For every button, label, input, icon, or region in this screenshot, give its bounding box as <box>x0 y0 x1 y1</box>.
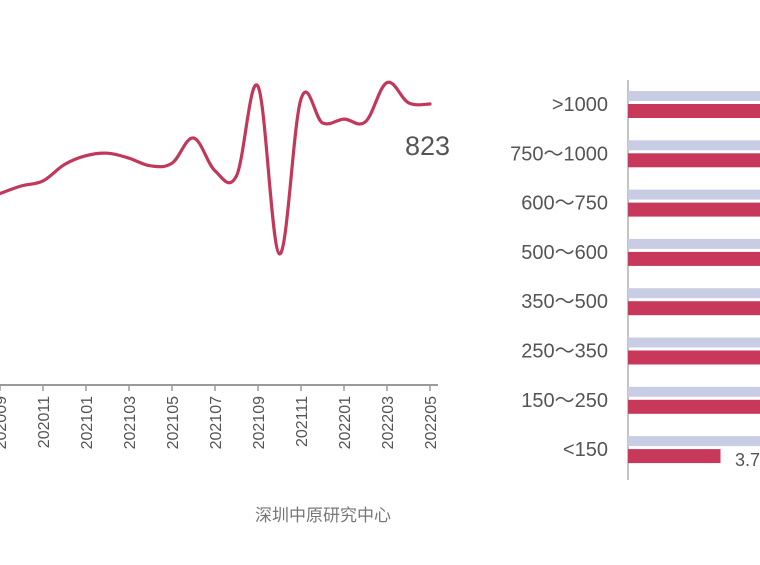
bar-light <box>628 91 760 101</box>
bar-category-label: 750～1000 <box>510 143 608 165</box>
bar-light <box>628 436 760 447</box>
line-x-tick-label: 202105 <box>165 396 182 449</box>
bar-dark <box>628 301 760 316</box>
bar-dark <box>628 104 760 118</box>
bar-data-label: 3.7 <box>735 450 760 470</box>
bar-light <box>628 386 760 397</box>
bar-dark <box>628 399 760 414</box>
line-chart: 202009 202011 202101 202103 202105 202107 2021… <box>0 80 450 526</box>
bar-dark <box>628 251 760 266</box>
line-series <box>0 80 432 256</box>
bar-light <box>628 238 760 249</box>
source-note: 深圳中原研究中心 <box>255 506 391 526</box>
bar-category-label: 250～350 <box>521 341 608 363</box>
bar-category-label: <150 <box>563 439 608 461</box>
bar-category-labels: >1000 750～1000 600～750 500～600 350～500 250～35… <box>510 94 608 461</box>
bar-chart: >1000 750～1000 600～750 500～600 350～500 250～35… <box>510 80 760 480</box>
bar-dark <box>628 449 721 464</box>
line-x-tick-label: 202009 <box>0 396 10 449</box>
bar-light <box>628 140 760 151</box>
bar-category-label: 500～600 <box>521 242 608 264</box>
line-x-tick-label: 202011 <box>36 396 53 448</box>
line-x-tick-label: 202101 <box>79 396 96 449</box>
line-x-tick-label: 202203 <box>380 396 397 449</box>
line-x-ticks: 202009 202011 202101 202103 202105 202107 2021… <box>0 385 440 449</box>
line-x-tick-label: 202201 <box>337 396 354 449</box>
line-end-label: 823 <box>405 131 450 161</box>
bar-dark <box>628 350 760 365</box>
bar-category-label: >1000 <box>552 94 608 116</box>
line-x-tick-label: 202103 <box>122 396 139 449</box>
bar-category-label: 600～750 <box>521 193 608 215</box>
line-x-tick-label: 202205 <box>423 396 440 449</box>
line-x-tick-label: 202109 <box>251 396 268 449</box>
bar-light <box>628 288 760 299</box>
bar-category-label: 350～500 <box>521 291 608 313</box>
bar-category-label: 150～250 <box>521 390 608 412</box>
line-x-tick-label: 202111 <box>294 396 311 447</box>
bar-dark <box>628 153 760 168</box>
bar-light <box>628 189 760 200</box>
bar-dark <box>628 202 760 217</box>
bar-marks <box>628 91 760 464</box>
line-x-tick-label: 202107 <box>208 396 225 449</box>
bar-light <box>628 337 760 348</box>
